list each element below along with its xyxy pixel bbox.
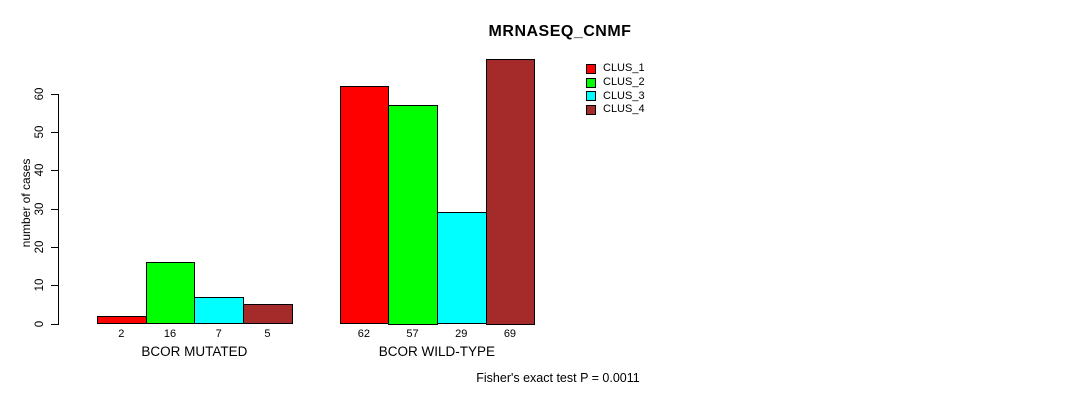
bar-value-label: 2 xyxy=(118,328,125,340)
y-tick-label: 10 xyxy=(34,278,46,292)
bar-clus_3-mutated xyxy=(194,296,245,325)
y-tick xyxy=(51,208,58,210)
y-tick xyxy=(51,170,58,172)
legend-swatch-clus_3 xyxy=(586,91,596,102)
bar-value-label: 57 xyxy=(406,328,419,340)
legend-label: CLUS_4 xyxy=(603,103,645,116)
legend-item-clus_2: CLUS_2 xyxy=(586,76,645,90)
y-tick-label: 50 xyxy=(34,125,46,139)
legend-swatch-clus_4 xyxy=(586,104,596,115)
y-tick xyxy=(51,93,58,95)
bar-value-label: 29 xyxy=(455,328,468,340)
bar-value-label: 16 xyxy=(163,328,177,340)
legend-item-clus_4: CLUS_4 xyxy=(586,103,645,117)
y-tick-label: 0 xyxy=(34,320,46,327)
legend-label: CLUS_3 xyxy=(603,89,645,102)
y-tick xyxy=(51,323,58,325)
y-tick-label: 20 xyxy=(34,240,46,254)
legend: CLUS_1 CLUS_2 CLUS_3 CLUS_4 xyxy=(586,62,645,117)
x-category-label: BCOR WILD-TYPE xyxy=(378,344,496,359)
legend-item-clus_3: CLUS_3 xyxy=(586,89,645,103)
legend-swatch-clus_2 xyxy=(586,77,596,88)
bar-clus_4-wildtype xyxy=(485,59,536,325)
y-tick xyxy=(51,285,58,287)
legend-swatch-clus_1 xyxy=(586,63,596,74)
x-category-label: BCOR MUTATED xyxy=(141,344,248,359)
bar-clus_3-wildtype xyxy=(436,212,487,325)
legend-label: CLUS_1 xyxy=(603,62,645,75)
bar-clus_1-wildtype xyxy=(339,85,390,325)
bar-value-label: 69 xyxy=(503,328,517,340)
y-tick-label: 60 xyxy=(34,87,46,100)
bar-clus_1-mutated xyxy=(97,315,147,325)
y-tick xyxy=(51,131,58,133)
bar-value-label: 62 xyxy=(357,328,370,340)
y-axis-label: number of cases xyxy=(19,158,33,248)
y-tick-label: 30 xyxy=(34,202,46,215)
bar-clus_4-mutated xyxy=(243,304,293,325)
y-tick xyxy=(51,246,58,248)
bar-value-label: 5 xyxy=(264,328,271,340)
legend-item-clus_1: CLUS_1 xyxy=(586,62,645,76)
legend-label: CLUS_2 xyxy=(603,76,645,89)
chart-title: MRNASEQ_CNMF xyxy=(488,23,632,40)
bar-value-label: 7 xyxy=(215,328,222,340)
fisher-test-annotation: Fisher's exact test P = 0.0011 xyxy=(476,371,640,385)
y-axis-line xyxy=(58,93,59,325)
bar-clus_2-mutated xyxy=(145,262,196,325)
y-tick-label: 40 xyxy=(34,163,46,177)
bar-clus_2-wildtype xyxy=(388,105,438,325)
